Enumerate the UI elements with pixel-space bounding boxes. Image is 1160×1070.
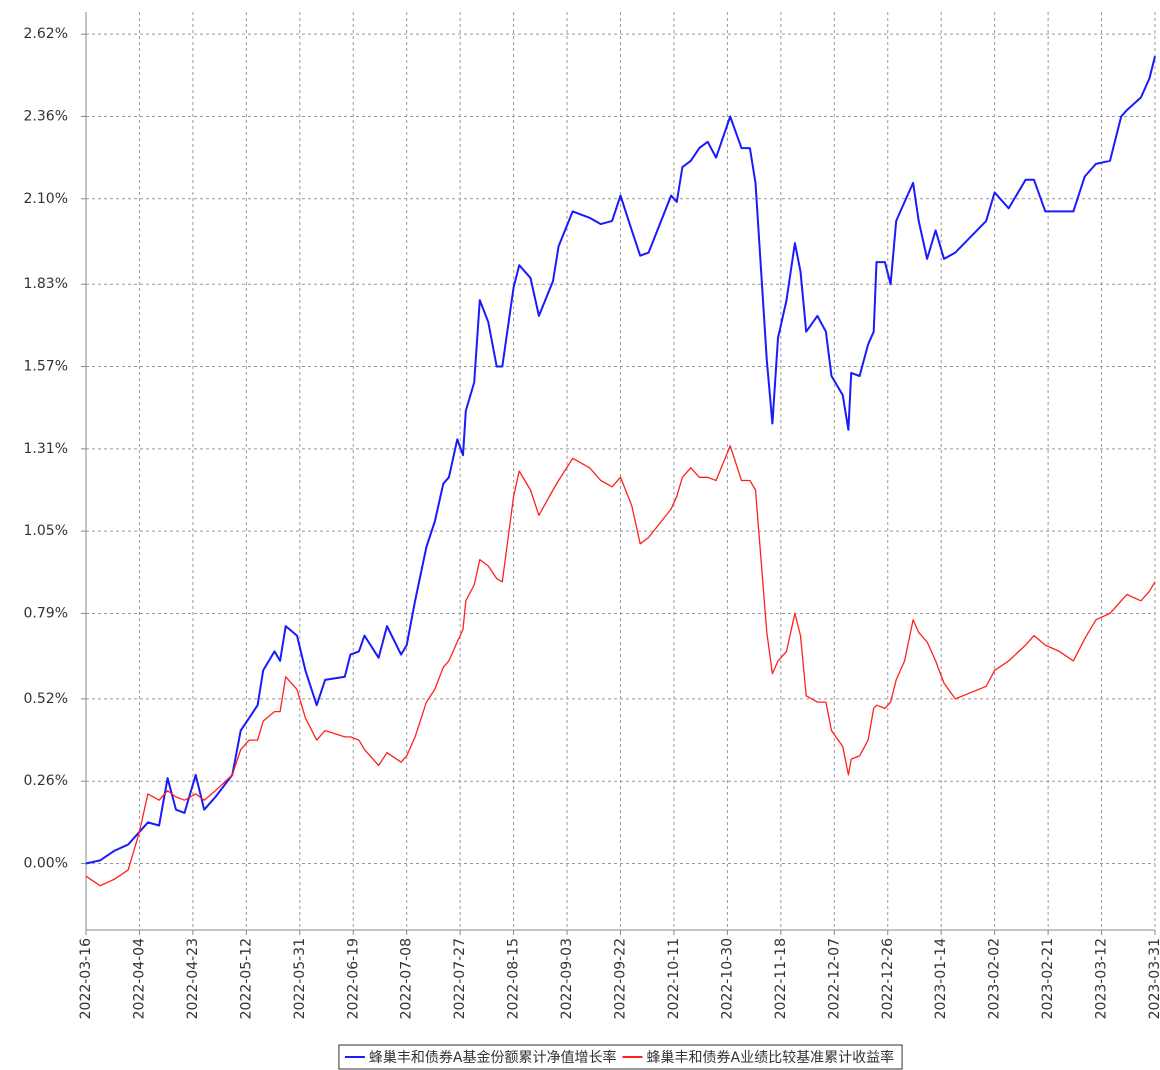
legend: 蜂巢丰和债券A基金份额累计净值增长率 蜂巢丰和债券A业绩比较基准累计收益率 bbox=[338, 1044, 903, 1070]
x-tick-label: 2023-01-14 bbox=[933, 938, 949, 1019]
x-tick-label: 2022-10-30 bbox=[719, 938, 735, 1019]
series-line bbox=[85, 445, 1156, 887]
x-tick-label: 2023-03-12 bbox=[1094, 938, 1110, 1019]
x-tick-label: 2022-04-04 bbox=[131, 938, 147, 1019]
x-tick-label: 2022-09-03 bbox=[559, 938, 575, 1019]
x-tick-label: 2022-05-31 bbox=[292, 938, 308, 1019]
y-tick-label: 0.79% bbox=[24, 605, 68, 621]
x-tick-label: 2022-07-08 bbox=[399, 938, 415, 1019]
x-tick-label: 2022-09-22 bbox=[613, 938, 629, 1019]
x-tick-label: 2023-02-02 bbox=[987, 938, 1003, 1019]
y-tick-label: 2.36% bbox=[24, 108, 68, 124]
x-tick-label: 2022-06-19 bbox=[345, 938, 361, 1019]
x-tick-label: 2022-11-18 bbox=[773, 938, 789, 1019]
x-tick-label: 2023-03-31 bbox=[1147, 938, 1160, 1019]
y-tick-label: 1.83% bbox=[24, 276, 68, 292]
x-tick-label: 2022-12-07 bbox=[826, 938, 842, 1019]
x-tick-label: 2022-07-27 bbox=[452, 938, 468, 1019]
legend-label: 蜂巢丰和债券A基金份额累计净值增长率 bbox=[369, 1049, 617, 1066]
x-tick-label: 2023-02-21 bbox=[1040, 938, 1056, 1019]
y-tick-label: 2.10% bbox=[24, 191, 68, 207]
y-tick-label: 2.62% bbox=[24, 26, 68, 42]
x-tick-label: 2022-05-12 bbox=[238, 938, 254, 1019]
series-line bbox=[85, 56, 1156, 865]
x-tick-label: 2022-12-26 bbox=[880, 938, 896, 1019]
y-tick-label: 0.26% bbox=[24, 773, 68, 789]
x-tick-label: 2022-10-11 bbox=[666, 938, 682, 1019]
x-tick-label: 2022-04-23 bbox=[185, 938, 201, 1019]
y-tick-label: 1.31% bbox=[24, 441, 68, 457]
y-tick-label: 0.52% bbox=[24, 691, 68, 707]
legend-box bbox=[338, 1044, 903, 1070]
y-tick-label: 1.05% bbox=[24, 523, 68, 539]
y-tick-label: 0.00% bbox=[24, 856, 68, 872]
x-tick-label: 2022-08-15 bbox=[506, 938, 522, 1019]
legend-label: 蜂巢丰和债券A业绩比较基准累计收益率 bbox=[647, 1049, 895, 1066]
x-tick-label: 2022-03-16 bbox=[78, 938, 94, 1019]
y-tick-label: 1.57% bbox=[24, 359, 68, 375]
